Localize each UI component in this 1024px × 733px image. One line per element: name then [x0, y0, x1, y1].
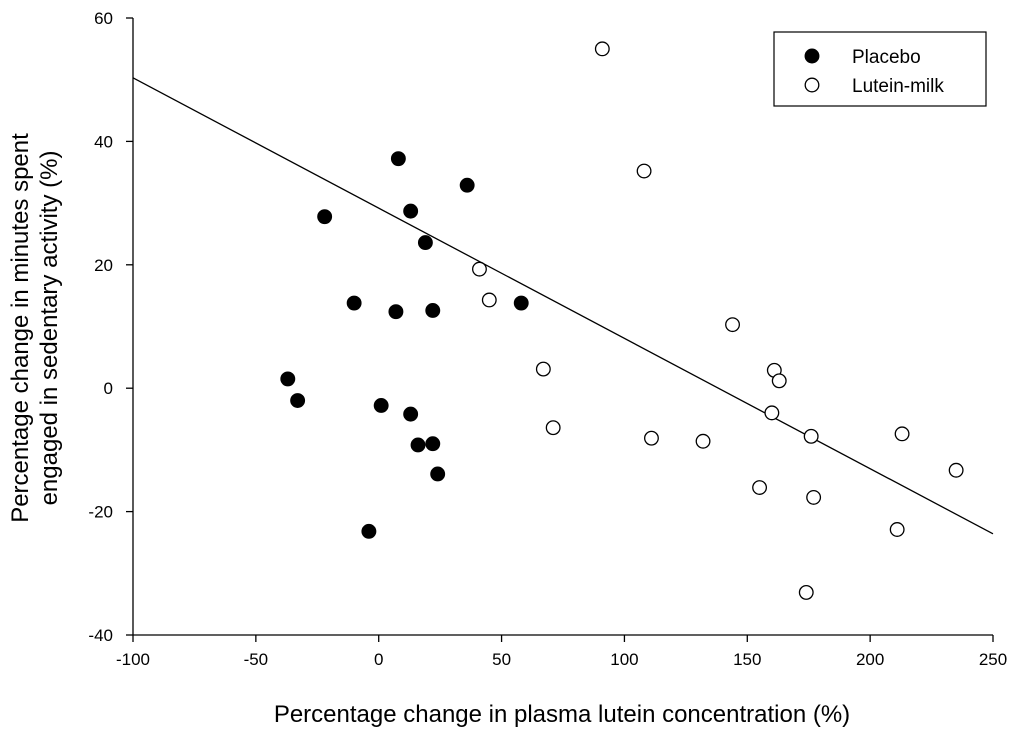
legend-box [773, 31, 987, 107]
lutein-milk-point [594, 41, 610, 57]
y-tick-label: 40 [94, 132, 113, 151]
legend-marker-lutein-milk [804, 77, 820, 93]
lutein-milk-point [889, 522, 905, 537]
y-tick-label: 0 [104, 379, 113, 398]
lutein-milk-point [764, 405, 780, 421]
placebo-point [417, 235, 433, 251]
placebo-point [430, 466, 446, 482]
placebo-point [513, 295, 529, 311]
legend-marker-placebo [804, 48, 820, 64]
placebo-point [373, 398, 389, 413]
placebo-point [317, 209, 333, 225]
x-tick-label: 150 [733, 650, 761, 669]
placebo-point [425, 436, 441, 452]
chart-ticks: -100 -50 0 50 100 150 200 250 -40 -20 0 20 40 60 [88, 9, 1007, 669]
x-tick-label: -50 [244, 650, 269, 669]
placebo-point [280, 371, 296, 387]
placebo-point [390, 151, 406, 167]
placebo-point [403, 203, 419, 219]
x-tick-label: 100 [610, 650, 638, 669]
lutein-milk-point [803, 428, 819, 444]
placebo-point [410, 437, 426, 453]
lutein-milk-point [636, 163, 652, 179]
placebo-point [290, 393, 306, 408]
lutein-milk-point [481, 292, 497, 308]
lutein-milk-point [806, 489, 822, 505]
lutein-milk-point [644, 430, 659, 446]
chart-axes [132, 18, 993, 636]
lutein-milk-point [798, 584, 814, 600]
lutein-milk-point [535, 361, 551, 377]
legend-label-placebo: Placebo [852, 47, 921, 68]
placebo-point [361, 523, 377, 539]
data-points [280, 41, 964, 600]
lutein-milk-point [695, 433, 711, 449]
trend-line-group [132, 77, 994, 535]
lutein-milk-point [771, 373, 787, 389]
placebo-point [346, 295, 362, 311]
y-axis-title-line-2: engaged in sedentary activity (%) [36, 151, 63, 506]
regression-line [132, 77, 994, 535]
y-tick-label: -40 [88, 626, 113, 645]
lutein-milk-point [545, 420, 561, 436]
lutein-milk-point [472, 261, 487, 277]
y-tick-label: 60 [94, 9, 113, 28]
x-tick-label: 0 [374, 650, 383, 669]
lutein-milk-point [894, 426, 910, 442]
x-tick-label: 200 [856, 650, 884, 669]
x-axis-title: Percentage change in plasma lutein conce… [274, 701, 850, 728]
placebo-point [459, 177, 475, 193]
lutein-milk-point [948, 462, 964, 478]
y-axis-title-line-1: Percentage change in minutes spent [7, 133, 34, 523]
placebo-point [403, 406, 419, 422]
placebo-point [425, 303, 441, 318]
y-tick-label: 20 [94, 256, 113, 275]
x-tick-label: -100 [116, 650, 150, 669]
placebo-point [388, 304, 404, 320]
x-tick-label: 250 [979, 650, 1007, 669]
lutein-milk-point [752, 480, 768, 495]
lutein-milk-point [725, 317, 740, 333]
legend-label-lutein-milk: Lutein-milk [852, 76, 944, 97]
y-tick-label: -20 [88, 503, 113, 522]
x-tick-label: 50 [492, 650, 511, 669]
legend: Placebo Lutein-milk [773, 31, 987, 107]
